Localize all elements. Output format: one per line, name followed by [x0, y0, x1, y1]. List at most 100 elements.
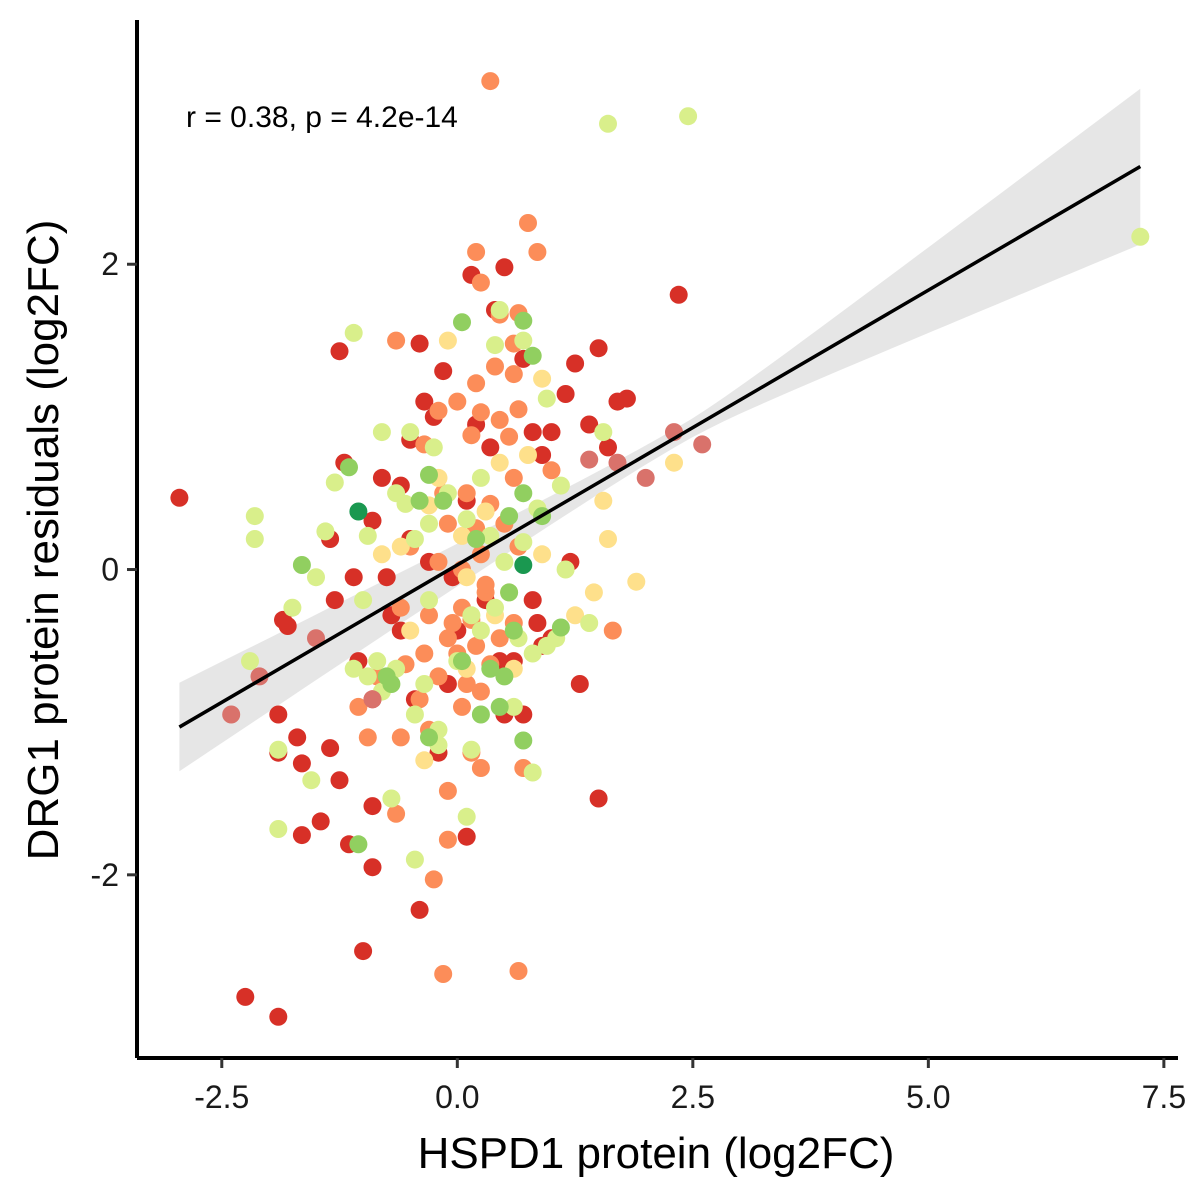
- data-point: [349, 697, 368, 716]
- data-point: [471, 273, 490, 292]
- data-point: [274, 610, 292, 629]
- data-point: [481, 72, 500, 91]
- y-tick-label: -2: [91, 857, 119, 893]
- data-point: [523, 346, 542, 365]
- data-point: [382, 789, 401, 808]
- data-point: [486, 598, 504, 617]
- data-point: [476, 575, 495, 594]
- data-point: [486, 357, 504, 376]
- data-point: [325, 473, 344, 492]
- data-point: [410, 334, 429, 353]
- data-point: [415, 392, 434, 411]
- data-point: [566, 606, 585, 625]
- y-axis-title: DRG1 protein residuals (log2FC): [19, 220, 68, 861]
- data-point: [325, 591, 344, 610]
- data-point: [584, 583, 603, 602]
- data-point: [556, 385, 575, 403]
- data-point: [429, 552, 448, 571]
- data-point: [453, 652, 471, 671]
- data-point: [344, 323, 363, 342]
- data-point: [580, 614, 599, 632]
- data-point: [372, 468, 391, 487]
- data-point: [509, 962, 528, 980]
- data-point: [617, 389, 636, 408]
- data-point: [349, 835, 368, 854]
- data-point: [363, 511, 382, 530]
- data-point: [438, 781, 457, 800]
- confidence-band-layer: [179, 88, 1141, 772]
- data-point: [599, 114, 617, 133]
- data-point: [321, 739, 340, 758]
- data-point: [514, 484, 533, 503]
- data-point: [292, 556, 311, 574]
- data-point: [589, 789, 608, 808]
- data-point: [599, 530, 617, 548]
- data-point: [372, 423, 391, 442]
- data-point: [424, 438, 443, 457]
- data-point: [490, 453, 509, 472]
- data-point: [500, 507, 519, 526]
- data-point: [533, 545, 552, 564]
- data-point: [358, 526, 377, 545]
- data-point: [551, 618, 570, 637]
- data-point: [363, 797, 382, 816]
- data-point: [269, 820, 288, 838]
- data-point: [519, 214, 537, 232]
- data-point: [222, 705, 241, 724]
- x-tick-label: 7.5: [1142, 1079, 1186, 1115]
- data-point: [589, 339, 608, 358]
- data-point: [387, 331, 406, 350]
- data-point: [542, 461, 561, 480]
- data-point: [434, 491, 453, 510]
- data-point: [358, 728, 377, 747]
- x-tick-label: 0.0: [435, 1079, 479, 1115]
- data-point: [420, 606, 438, 625]
- data-point: [514, 731, 533, 750]
- data-point: [438, 629, 457, 648]
- data-point: [302, 771, 321, 790]
- data-point: [504, 621, 523, 640]
- data-point: [438, 514, 457, 533]
- data-point: [467, 374, 486, 393]
- data-point: [424, 870, 443, 889]
- data-point: [250, 667, 269, 686]
- data-point: [269, 1007, 288, 1026]
- data-point: [504, 697, 523, 716]
- data-point: [481, 659, 500, 678]
- data-point: [467, 636, 486, 655]
- data-point: [344, 659, 363, 678]
- data-point: [391, 537, 410, 556]
- data-point: [665, 453, 683, 472]
- data-point: [514, 311, 533, 330]
- data-point: [236, 987, 255, 1006]
- data-point: [481, 526, 500, 545]
- data-point: [410, 690, 429, 709]
- data-point: [420, 591, 438, 610]
- data-point: [311, 812, 330, 831]
- data-point: [457, 807, 476, 826]
- data-point: [457, 484, 476, 503]
- data-point: [358, 667, 377, 686]
- data-point: [580, 415, 599, 434]
- data-point: [679, 107, 698, 126]
- data-point: [420, 728, 438, 747]
- data-point: [490, 410, 509, 429]
- data-point: [382, 675, 401, 693]
- data-point: [495, 667, 514, 686]
- data-point: [354, 591, 373, 610]
- points-layer: [170, 72, 1150, 1026]
- data-point: [570, 675, 589, 693]
- data-point: [523, 591, 542, 610]
- data-point: [1131, 227, 1150, 246]
- data-point: [523, 763, 542, 782]
- data-point: [467, 530, 486, 548]
- data-point: [405, 850, 424, 869]
- data-point: [490, 301, 509, 319]
- data-point: [363, 858, 382, 877]
- data-point: [471, 468, 490, 487]
- data-point: [405, 705, 424, 724]
- data-point: [500, 583, 519, 602]
- data-point: [429, 667, 448, 686]
- y-axis-ticks: -2 0 2: [91, 246, 137, 893]
- data-point: [519, 446, 537, 464]
